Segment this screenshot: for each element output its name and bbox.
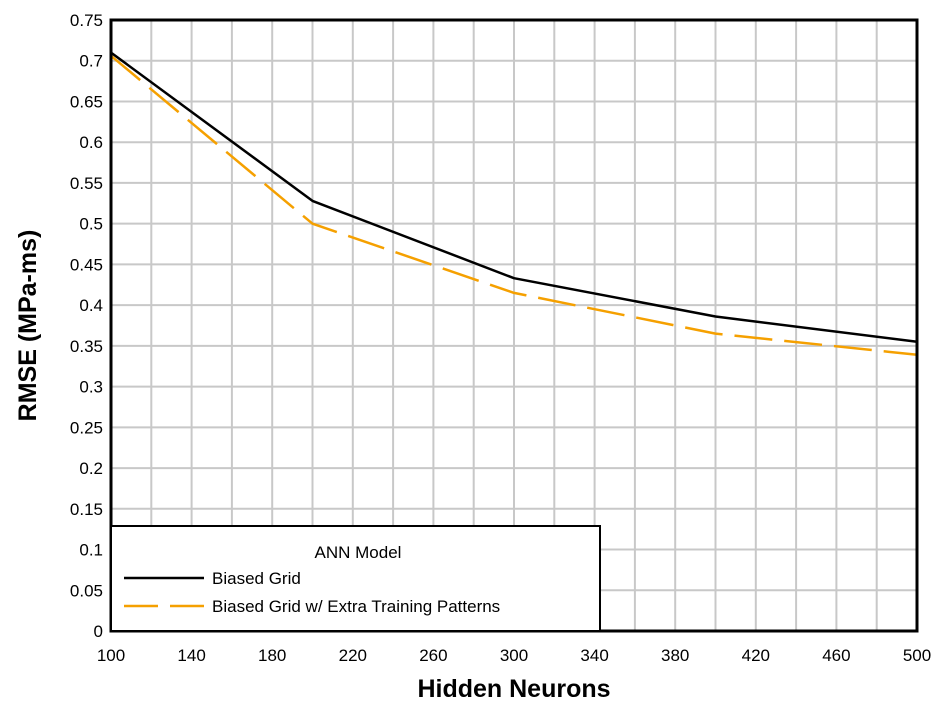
y-tick-label: 0.25: [70, 418, 103, 437]
x-tick-label: 260: [419, 646, 447, 665]
y-tick-label: 0.3: [79, 378, 103, 397]
x-tick-label: 380: [661, 646, 689, 665]
x-tick-label: 420: [742, 646, 770, 665]
x-tick-label: 140: [177, 646, 205, 665]
x-tick-label: 220: [339, 646, 367, 665]
x-tick-label: 180: [258, 646, 286, 665]
y-tick-label: 0.5: [79, 215, 103, 234]
x-tick-label: 460: [822, 646, 850, 665]
legend: ANN Model Biased Grid Biased Grid w/ Ext…: [110, 525, 601, 632]
y-tick-label: 0.75: [70, 11, 103, 30]
x-tick-label: 300: [500, 646, 528, 665]
y-tick-label: 0.55: [70, 174, 103, 193]
series-line-0: [110, 51, 918, 344]
x-tick-labels: 100 140 180 220 260 300 340 380 420 460 500: [97, 646, 931, 665]
y-tick-label: 0.7: [79, 52, 103, 71]
legend-label-biased-grid: Biased Grid: [212, 569, 301, 588]
y-tick-label: 0.6: [79, 133, 103, 152]
y-tick-label: 0.05: [70, 581, 103, 600]
y-tick-label: 0.15: [70, 500, 103, 519]
series-line-1: [110, 54, 918, 357]
y-tick-label: 0: [94, 622, 103, 641]
y-tick-labels: 0 0.05 0.1 0.15 0.2 0.25 0.3 0.35 0.4 0.45 0.5 0.55…: [70, 11, 103, 641]
legend-label-extra-training: Biased Grid w/ Extra Training Patterns: [212, 597, 500, 616]
x-tick-label: 500: [903, 646, 931, 665]
series-lines: [110, 51, 918, 357]
x-axis-title: Hidden Neurons: [417, 675, 610, 701]
legend-title: ANN Model: [315, 543, 402, 562]
y-tick-label: 0.65: [70, 92, 103, 111]
y-tick-label: 0.45: [70, 255, 103, 274]
y-tick-label: 0.4: [79, 296, 103, 315]
x-tick-label: 100: [97, 646, 125, 665]
x-tick-label: 340: [580, 646, 608, 665]
y-tick-label: 0.2: [79, 459, 103, 478]
y-axis-title: RMSE (MPa-ms): [14, 230, 42, 422]
y-tick-label: 0.35: [70, 337, 103, 356]
y-tick-label: 0.1: [79, 541, 103, 560]
